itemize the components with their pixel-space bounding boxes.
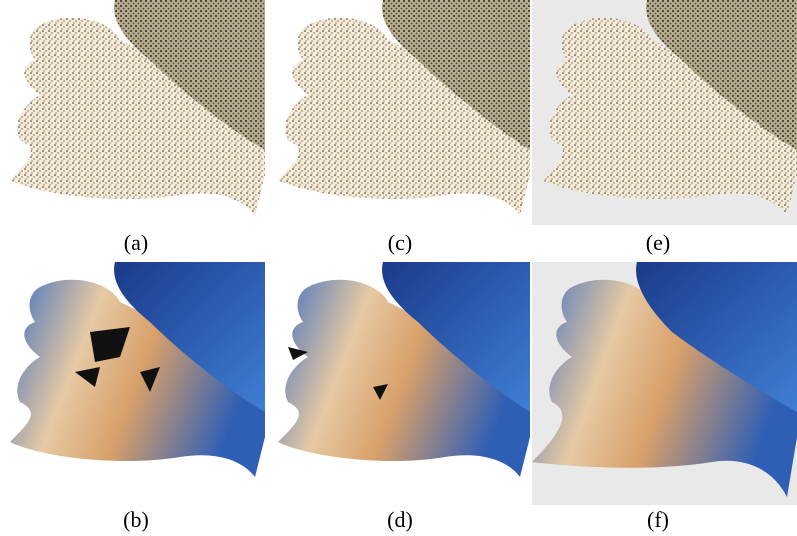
figure-canvas: (a) (c) (e) (b) (d) (f) xyxy=(0,0,797,536)
caption: (b) xyxy=(123,507,149,532)
caption: (e) xyxy=(646,230,670,255)
caption: (c) xyxy=(388,230,412,255)
caption: (a) xyxy=(124,230,148,255)
caption: (d) xyxy=(387,507,413,532)
caption: (f) xyxy=(647,507,669,532)
figure: (a) (c) (e) (b) (d) (f) xyxy=(0,0,797,536)
